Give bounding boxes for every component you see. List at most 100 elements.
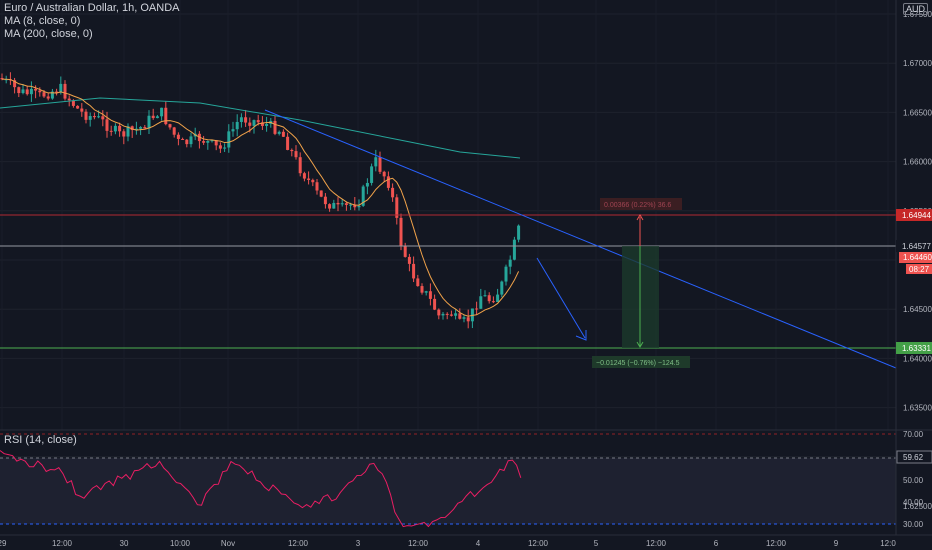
- candle-body: [92, 116, 96, 118]
- candle-body: [504, 266, 508, 282]
- candle-body: [252, 120, 256, 126]
- candle-body: [244, 117, 248, 123]
- trend-line[interactable]: [264, 109, 897, 369]
- candle-body: [395, 197, 399, 218]
- time-tick: Nov: [221, 539, 235, 548]
- rsi-value-tag: 59.62: [903, 453, 924, 462]
- rsi-legend[interactable]: RSI (14, close): [4, 434, 77, 446]
- price-tick: 1.63500: [903, 404, 932, 413]
- candle-body: [214, 140, 218, 146]
- time-tick: 10:00: [170, 539, 191, 548]
- candle-body: [168, 124, 172, 128]
- symbol-title[interactable]: Euro / Australian Dollar, 1h, OANDA: [4, 2, 180, 14]
- candle-body: [336, 202, 340, 205]
- price-pane[interactable]: 0.00366 (0.22%) 36.6 −0.01245 (−0.76%) −…: [0, 0, 897, 507]
- candle-body: [84, 111, 88, 120]
- candle-body: [496, 294, 500, 302]
- time-axis[interactable]: 29 12:00 30 10:00 Nov 12:00 3 12:00 4 12:00 5 12:00…: [0, 534, 932, 548]
- candle-body: [491, 301, 495, 303]
- chart-legend[interactable]: Euro / Australian Dollar, 1h, OANDA MA (…: [4, 2, 179, 41]
- candle-body: [29, 88, 33, 95]
- price-tick: 1.67000: [903, 59, 932, 68]
- candle-body: [0, 78, 4, 80]
- candle-body: [290, 149, 294, 152]
- price-tick: 1.64000: [903, 354, 932, 363]
- candle-body: [319, 190, 323, 197]
- candle-body: [21, 89, 25, 94]
- rsi-band: [0, 458, 896, 524]
- time-tick: 12:00: [766, 539, 787, 548]
- candle-body: [63, 83, 67, 99]
- candle-body: [420, 286, 424, 293]
- candle-body: [248, 122, 252, 126]
- time-tick: 3: [356, 539, 361, 548]
- candle-body: [399, 217, 403, 246]
- candle-body: [55, 91, 59, 93]
- time-tick: 5: [594, 539, 599, 548]
- candle-body: [286, 136, 290, 150]
- candle-body: [307, 178, 311, 180]
- candle-body: [281, 131, 285, 137]
- price-tick: 1.66500: [903, 108, 932, 117]
- time-tick: 12:00: [52, 539, 73, 548]
- candle-body: [88, 116, 92, 120]
- candles: [0, 72, 521, 329]
- candle-body: [273, 120, 277, 134]
- countdown-tag: 08:27: [909, 265, 930, 274]
- measure-arrow-head-down: [636, 341, 644, 348]
- candle-body: [412, 263, 416, 279]
- candle-body: [130, 126, 134, 131]
- candle-body: [466, 317, 470, 322]
- candle-body: [391, 187, 395, 198]
- currency-badge[interactable]: AUD: [903, 3, 929, 15]
- candle-body: [25, 89, 29, 95]
- price-tag-level: 1.64577: [902, 242, 931, 251]
- measure-tool[interactable]: 0.00366 (0.22%) 36.6 −0.01245 (−0.76%) −…: [592, 198, 690, 368]
- time-tick: 12:0: [880, 539, 896, 548]
- candle-body: [378, 157, 382, 172]
- candle-body: [67, 98, 71, 101]
- candle-body: [172, 127, 176, 135]
- candle-body: [475, 308, 479, 310]
- arrow-drawing[interactable]: [536, 257, 587, 341]
- candle-body: [239, 117, 243, 122]
- candle-body: [512, 239, 516, 260]
- candle-body: [433, 298, 437, 310]
- candle-body: [227, 131, 231, 148]
- candle-body: [59, 83, 63, 93]
- candle-body: [105, 119, 109, 131]
- time-tick: 12:00: [408, 539, 429, 548]
- countdown-tag-bg: [906, 264, 932, 274]
- price-tag-resistance: 1.64944: [902, 211, 931, 220]
- time-tick: 12:00: [646, 539, 667, 548]
- candle-body: [97, 116, 101, 118]
- candle-body: [365, 182, 369, 187]
- candle-body: [176, 134, 180, 139]
- candle-body: [109, 130, 113, 132]
- candle-body: [76, 105, 80, 109]
- ma200-line: [0, 97, 521, 159]
- candle-body: [218, 145, 222, 149]
- candle-body: [42, 92, 46, 97]
- rsi-tick: 30.00: [903, 520, 924, 529]
- time-tick: 6: [714, 539, 719, 548]
- candle-body: [164, 107, 168, 125]
- time-tick: 4: [476, 539, 481, 548]
- ma8-line: [1, 78, 520, 317]
- price-tick: 1.64500: [903, 305, 932, 314]
- candle-body: [265, 123, 269, 126]
- ma8-legend[interactable]: MA (8, close, 0): [4, 15, 81, 27]
- ma200-legend[interactable]: MA (200, close, 0): [4, 28, 93, 40]
- time-tick: 12:00: [528, 539, 549, 548]
- candle-body: [160, 107, 164, 117]
- price-axis[interactable]: 1.675001.670001.665001.660001.655001.650…: [895, 0, 932, 511]
- price-tag-target-bg: [896, 342, 932, 354]
- candle-body: [80, 108, 84, 112]
- candle-body: [416, 278, 420, 287]
- candle-body: [113, 125, 117, 132]
- rsi-value-tag-bg: [896, 450, 932, 464]
- candle-body: [185, 139, 189, 145]
- candle-body: [483, 295, 487, 297]
